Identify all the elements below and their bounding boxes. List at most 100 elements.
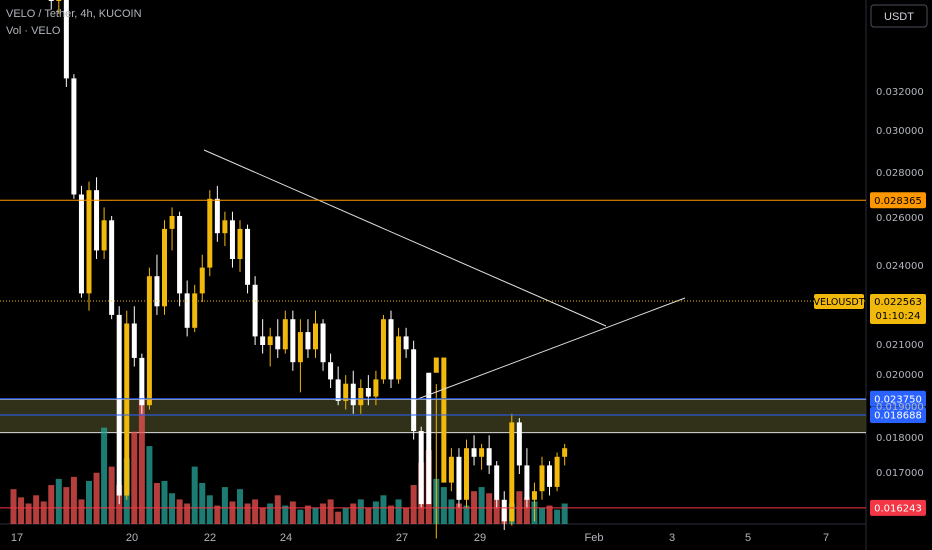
candle-body — [297, 332, 303, 363]
candle-body — [456, 456, 462, 500]
y-tick-label: 0.021000 — [876, 340, 924, 351]
zone-1 — [0, 398, 866, 434]
volume-bar — [357, 499, 364, 524]
volume-bar — [523, 497, 530, 524]
y-tick-label: 0.028000 — [876, 168, 924, 179]
volume-bar — [184, 503, 191, 524]
volume-bar — [161, 480, 168, 524]
candle-body — [441, 357, 447, 483]
volume-bar — [108, 466, 115, 524]
candle-body — [403, 336, 409, 350]
y-tick-label: 0.018000 — [876, 433, 924, 444]
volume-bar — [146, 446, 153, 524]
last-price-tag — [870, 294, 926, 324]
volume-bar — [297, 509, 304, 524]
volume-bar — [259, 507, 266, 524]
candle-body — [448, 456, 454, 483]
candle-body — [554, 456, 560, 487]
volume-bar — [40, 501, 47, 524]
volume-bar — [101, 427, 108, 524]
volume-bar — [312, 507, 319, 524]
candle-body — [464, 448, 469, 500]
volume-bar — [93, 472, 100, 524]
candle-body — [524, 465, 530, 500]
y-tick-label: 0.030000 — [876, 126, 924, 137]
candle-body — [63, 0, 69, 79]
price-line-label-2: 0.023750 — [874, 394, 922, 405]
candle-body — [139, 357, 145, 406]
volume-bar — [274, 495, 281, 524]
volume-bar — [455, 503, 462, 524]
candle-body — [365, 388, 371, 397]
volume-bar — [440, 487, 447, 524]
volume-bar — [176, 499, 183, 524]
candle-body — [350, 383, 356, 406]
last-price-value: 0.022563 — [874, 297, 922, 308]
x-tick-label: 3 — [669, 532, 675, 544]
price-line-tag-2 — [870, 390, 926, 407]
volume-bar — [478, 487, 485, 524]
candle-body — [320, 323, 326, 363]
candle-body — [116, 314, 122, 496]
volume-bar — [539, 507, 545, 524]
volume-bar — [78, 499, 85, 524]
currency-button[interactable] — [870, 4, 928, 28]
candle-body — [282, 319, 288, 350]
volume-bar — [221, 487, 228, 524]
x-tick-label: Feb — [585, 532, 604, 544]
candle-body — [101, 220, 107, 251]
candle-body — [275, 336, 281, 350]
volume-bar — [153, 483, 160, 524]
lower-trendline — [414, 297, 686, 401]
volume-bar — [448, 499, 455, 524]
candle-body — [154, 276, 160, 307]
price-line-tag-1 — [870, 192, 926, 209]
candle-body — [71, 78, 77, 195]
candle-body — [56, 0, 62, 1]
candle-body — [78, 194, 84, 294]
volume-bar — [229, 501, 236, 524]
volume-bar — [267, 503, 274, 524]
volume-bar — [169, 493, 176, 524]
y-tick-label: 0.017000 — [876, 468, 924, 479]
price-line-tag-3 — [870, 407, 926, 423]
volume-bar — [63, 487, 70, 524]
candle-body — [229, 220, 235, 259]
candle-body — [486, 448, 492, 466]
candle-body — [267, 336, 273, 345]
volume-bar — [365, 507, 372, 524]
candle-body — [373, 379, 379, 397]
candle-body — [86, 190, 92, 294]
volume-bar — [237, 489, 243, 524]
candle-body — [388, 319, 394, 380]
x-tick-label: 5 — [745, 532, 751, 544]
candle-body — [237, 228, 243, 259]
volume-bar — [206, 495, 213, 524]
candle-body — [177, 216, 183, 294]
candle-body — [199, 267, 205, 294]
candle-body — [562, 448, 568, 457]
volume-bar — [48, 485, 55, 524]
symbol-tag — [814, 294, 864, 309]
volume-bar — [463, 505, 470, 524]
candle-body — [516, 422, 522, 466]
candle-body — [169, 216, 175, 229]
candle-body — [531, 491, 537, 500]
candle-body — [539, 465, 545, 492]
candle-body — [494, 465, 500, 500]
x-tick-label: 22 — [204, 532, 216, 544]
candle-body — [48, 0, 54, 1]
volume-bar — [327, 499, 334, 524]
candle-body — [418, 431, 424, 505]
volume-bar — [493, 499, 500, 524]
volume-bar — [304, 505, 311, 524]
chart-title: VELO / Tether, 4h, KUCOIN — [6, 8, 142, 20]
volume-bar — [131, 431, 138, 524]
y-tick-label: 0.024000 — [876, 261, 924, 272]
candle-body — [547, 465, 553, 487]
volume-bar — [342, 507, 349, 524]
candle-body — [184, 293, 190, 328]
currency-button-label[interactable]: USDT — [884, 11, 914, 23]
candle-body — [380, 319, 386, 380]
